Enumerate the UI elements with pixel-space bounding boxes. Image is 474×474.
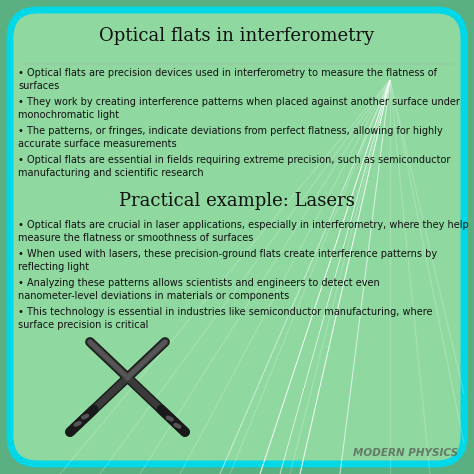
Text: • This technology is essential in industries like semiconductor manufacturing, w: • This technology is essential in indust…	[18, 307, 432, 330]
Text: • Analyzing these patterns allows scientists and engineers to detect even
nanome: • Analyzing these patterns allows scient…	[18, 278, 380, 301]
FancyBboxPatch shape	[10, 10, 464, 464]
Text: • They work by creating interference patterns when placed against another surfac: • They work by creating interference pat…	[18, 97, 460, 120]
Text: • Optical flats are essential in fields requiring extreme precision, such as sem: • Optical flats are essential in fields …	[18, 155, 450, 178]
Text: Practical example: Lasers: Practical example: Lasers	[119, 192, 355, 210]
Text: • Optical flats are crucial in laser applications, especially in interferometry,: • Optical flats are crucial in laser app…	[18, 220, 469, 243]
Text: • The patterns, or fringes, indicate deviations from perfect flatness, allowing : • The patterns, or fringes, indicate dev…	[18, 126, 443, 149]
Text: • When used with lasers, these precision-ground flats create interference patter: • When used with lasers, these precision…	[18, 249, 437, 272]
Text: Optical flats in interferometry: Optical flats in interferometry	[100, 27, 374, 45]
Text: • Optical flats are precision devices used in interferometry to measure the flat: • Optical flats are precision devices us…	[18, 68, 437, 91]
Text: MODERN PHYSICS: MODERN PHYSICS	[353, 448, 458, 458]
